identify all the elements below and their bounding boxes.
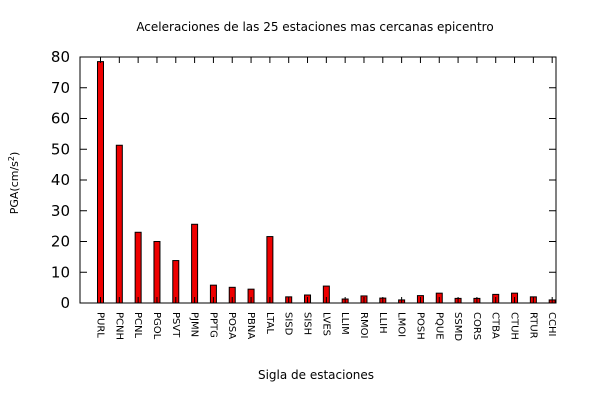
x-tick-label: CTBA: [490, 312, 501, 339]
x-tick-label: PGOL: [151, 312, 162, 340]
bar-pcnl: [134, 231, 142, 304]
x-tick-label: PCNL: [132, 312, 143, 338]
x-tick-label: RMOI: [358, 312, 369, 338]
x-tick-label: LLIM: [339, 312, 350, 335]
y-tick-label: 20: [51, 233, 70, 251]
x-tick-label: SISH: [302, 312, 313, 335]
x-tick-label: PSVT: [170, 312, 181, 338]
x-tick-label: LMOI: [396, 312, 407, 337]
bar-pcnh: [115, 144, 123, 304]
x-tick-label: PPTG: [207, 312, 218, 338]
x-tick-label: PQUE: [433, 312, 444, 340]
x-tick-label: PJMN: [189, 312, 200, 337]
y-axis: 0 10 20 30 40 50 60 70 80: [51, 48, 556, 312]
y-tick-label: 70: [51, 79, 70, 97]
x-tick-label: SSMD: [452, 312, 463, 341]
y-tick-label: 60: [51, 110, 70, 128]
x-axis: PURL PCNH PCNL PGOL PSVT PJMN PPTG POSA PBNA LTAL…: [95, 57, 557, 341]
x-tick-label: POSH: [414, 312, 425, 340]
y-axis-label: PGA(cm/s2): [7, 152, 21, 215]
y-tick-label: 80: [51, 48, 70, 66]
bars: [97, 61, 556, 304]
x-tick-label: RTUR: [527, 312, 538, 339]
y-tick-label: 50: [51, 140, 70, 158]
bar-purl: [97, 61, 104, 304]
y-tick-label: 0: [60, 294, 70, 312]
x-tick-label: CTUH: [509, 312, 520, 340]
bar-pjmn: [191, 223, 199, 304]
x-tick-label: PCNH: [113, 312, 124, 340]
x-tick-label: POSA: [226, 312, 237, 339]
x-tick-label: PBNA: [245, 312, 256, 339]
y-axis-label-text: PGA(cm/s: [8, 161, 21, 214]
x-tick-label: SISD: [283, 312, 294, 336]
bar-pgol: [153, 241, 161, 304]
x-tick-label: CORS: [471, 312, 482, 340]
plot-frame: [79, 56, 557, 304]
chart-title: Aceleraciones de las 25 estaciones mas c…: [136, 20, 493, 34]
x-axis-label: Sigla de estaciones: [258, 368, 374, 382]
x-tick-label: LLIH: [377, 312, 388, 334]
y-tick-label: 30: [51, 202, 70, 220]
bar-ltal: [266, 236, 274, 304]
x-tick-label: PURL: [95, 312, 106, 338]
x-tick-label: CCHI: [546, 312, 557, 336]
y-tick-label: 10: [51, 263, 70, 281]
y-tick-label: 40: [51, 171, 70, 189]
bar-psvt: [172, 260, 180, 304]
y-axis-label-close: ): [8, 152, 21, 156]
x-tick-label: LVES: [320, 312, 331, 336]
y-axis-label-exponent: 2: [7, 156, 16, 161]
x-tick-label: LTAL: [264, 312, 275, 334]
